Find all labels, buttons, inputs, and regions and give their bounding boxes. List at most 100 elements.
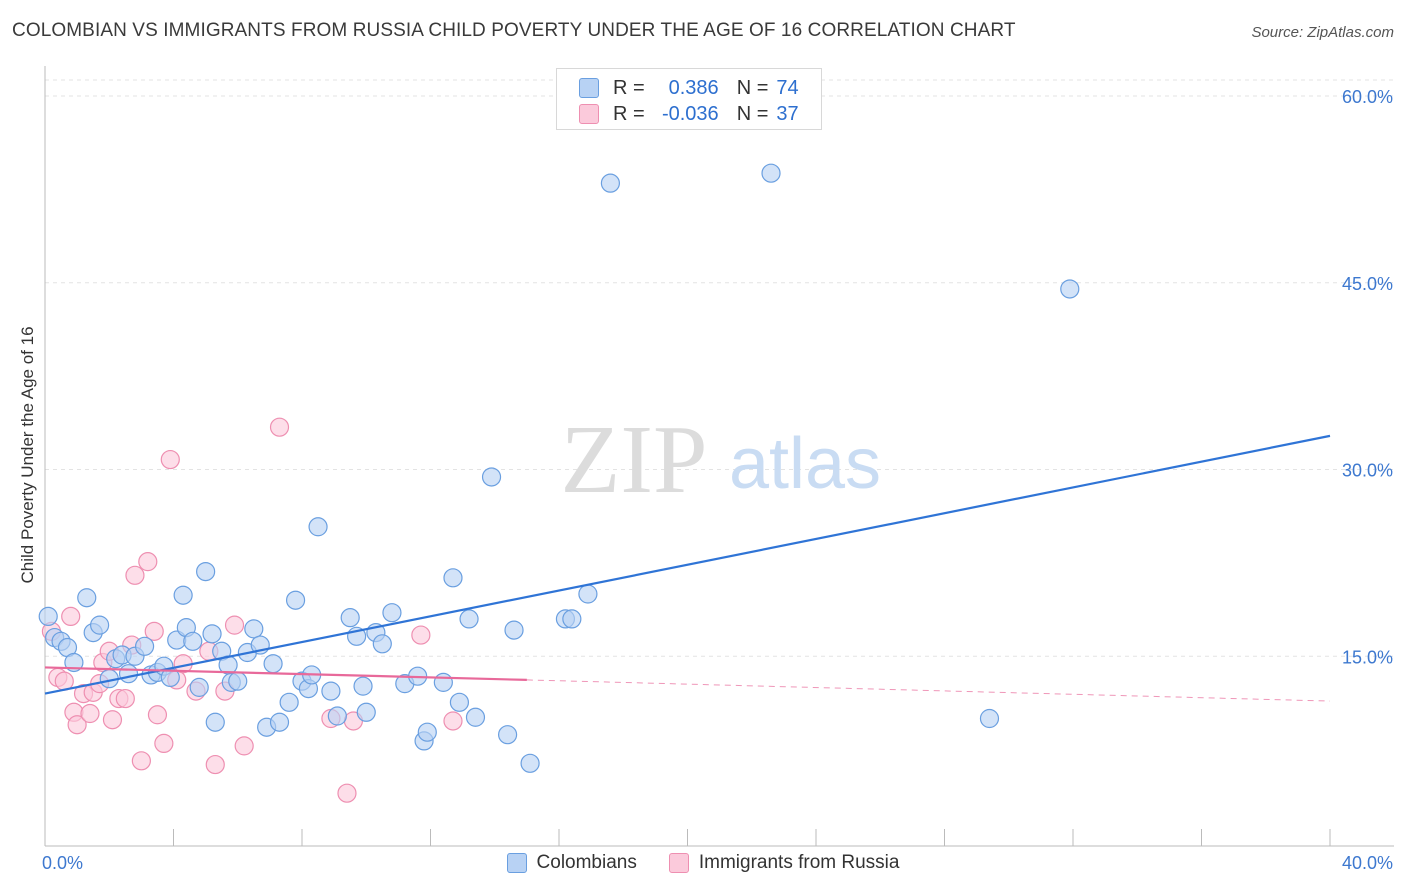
colombian-point — [183, 631, 203, 651]
colombian-point — [90, 615, 110, 635]
colombian-point — [321, 681, 341, 701]
russia-point — [337, 783, 357, 803]
chart-title: COLOMBIAN VS IMMIGRANTS FROM RUSSIA CHIL… — [12, 20, 1016, 41]
russia-point — [269, 417, 290, 437]
legend-row-colombians: R = 0.386 N = 74 — [579, 75, 799, 101]
y-tick-label: 30.0% — [1342, 461, 1393, 481]
colombian-trend-line — [44, 434, 1331, 695]
russia-point — [234, 736, 254, 756]
legend-label-colombians: Colombians — [536, 852, 637, 873]
colombian-point — [979, 708, 1000, 729]
colombian-point — [202, 624, 222, 644]
colombian-points — [38, 163, 1080, 773]
legend-item-colombians[interactable]: Colombians — [506, 852, 637, 874]
x-tick-label: 40.0% — [1342, 853, 1393, 873]
n-label: N = — [736, 76, 769, 99]
watermark: ZIP atlas — [561, 406, 882, 514]
correlation-legend: R = 0.386 N = 74 R = -0.036 N = 37 — [556, 68, 822, 130]
colombian-point — [382, 603, 402, 623]
colombian-point — [459, 609, 479, 629]
colombian-point — [433, 672, 453, 692]
colombian-point — [205, 712, 225, 732]
y-tick-label: 15.0% — [1342, 647, 1393, 667]
russia-point — [205, 754, 225, 775]
russia-point — [125, 565, 145, 585]
colombian-point — [189, 677, 209, 697]
y-tick-label: 45.0% — [1342, 274, 1393, 294]
colombian-point — [134, 636, 155, 656]
axes — [44, 66, 1394, 847]
russia-point — [131, 751, 151, 771]
russia-point — [224, 615, 245, 635]
colombian-point — [578, 584, 598, 604]
colombian-point — [196, 561, 216, 582]
colombian-point — [481, 467, 502, 487]
colombian-point — [308, 517, 328, 537]
colombian-point — [263, 654, 283, 674]
watermark-zip: ZIP — [561, 406, 708, 514]
colombian-point — [279, 692, 299, 712]
tick-labels: 15.0% 30.0% 45.0% 60.0% 0.0% 40.0% — [42, 87, 1393, 873]
colombian-point — [761, 163, 781, 183]
blue-swatch — [506, 853, 527, 873]
watermark-atlas: atlas — [729, 424, 881, 504]
gridlines — [45, 79, 1394, 657]
russia-point — [443, 711, 463, 731]
russia-point — [138, 552, 158, 572]
colombian-point — [600, 173, 621, 193]
colombian-point — [1060, 279, 1080, 299]
colombian-point — [64, 652, 84, 673]
x-tick-label: 0.0% — [42, 853, 83, 873]
colombian-point — [443, 568, 463, 588]
n-value-russia: 37 — [776, 102, 799, 125]
y-tick-label: 60.0% — [1342, 87, 1393, 107]
colombian-point — [465, 707, 486, 727]
n-label: N = — [736, 102, 769, 125]
colombian-point — [77, 588, 97, 608]
pink-swatch — [579, 104, 599, 124]
r-label: R = — [613, 102, 645, 125]
colombian-point — [118, 664, 139, 684]
russia-trend-extension — [526, 679, 1331, 702]
russia-points — [41, 417, 463, 803]
r-value-colombians: 0.386 — [668, 76, 719, 99]
colombian-point — [562, 609, 582, 629]
russia-point — [115, 688, 135, 709]
trend-lines — [44, 434, 1331, 702]
russia-point — [102, 710, 123, 730]
russia-point — [144, 621, 164, 641]
colombian-point — [520, 753, 540, 773]
colombian-point — [498, 725, 518, 745]
russia-trend-line — [44, 666, 527, 682]
r-value-russia: -0.036 — [661, 102, 719, 125]
pink-swatch — [668, 853, 689, 873]
r-label: R = — [613, 76, 645, 99]
colombian-point — [327, 706, 347, 726]
legend-item-russia[interactable]: Immigrants from Russia — [668, 852, 900, 874]
colombian-point — [504, 620, 524, 640]
colombian-point — [244, 619, 264, 639]
colombian-point — [449, 692, 470, 712]
colombian-point — [38, 606, 58, 627]
colombian-point — [356, 702, 376, 722]
blue-swatch — [579, 78, 599, 98]
colombian-point — [269, 712, 290, 732]
n-value-colombians: 74 — [776, 76, 799, 99]
russia-point — [411, 625, 431, 645]
colombian-point — [228, 671, 248, 691]
russia-point — [67, 715, 87, 735]
russia-point — [160, 449, 180, 470]
colombian-point — [353, 676, 373, 696]
legend-label-russia: Immigrants from Russia — [698, 852, 900, 873]
series-legend: Colombians Immigrants from Russia — [0, 852, 1406, 874]
colombian-point — [285, 590, 306, 610]
russia-point — [61, 606, 81, 627]
colombian-point — [417, 722, 437, 742]
russia-point — [147, 705, 168, 725]
russia-point — [154, 733, 174, 754]
source-label: Source: ZipAtlas.com — [1251, 24, 1394, 41]
russia-point — [80, 703, 100, 724]
colombian-point — [372, 634, 392, 654]
colombian-point — [340, 608, 360, 628]
